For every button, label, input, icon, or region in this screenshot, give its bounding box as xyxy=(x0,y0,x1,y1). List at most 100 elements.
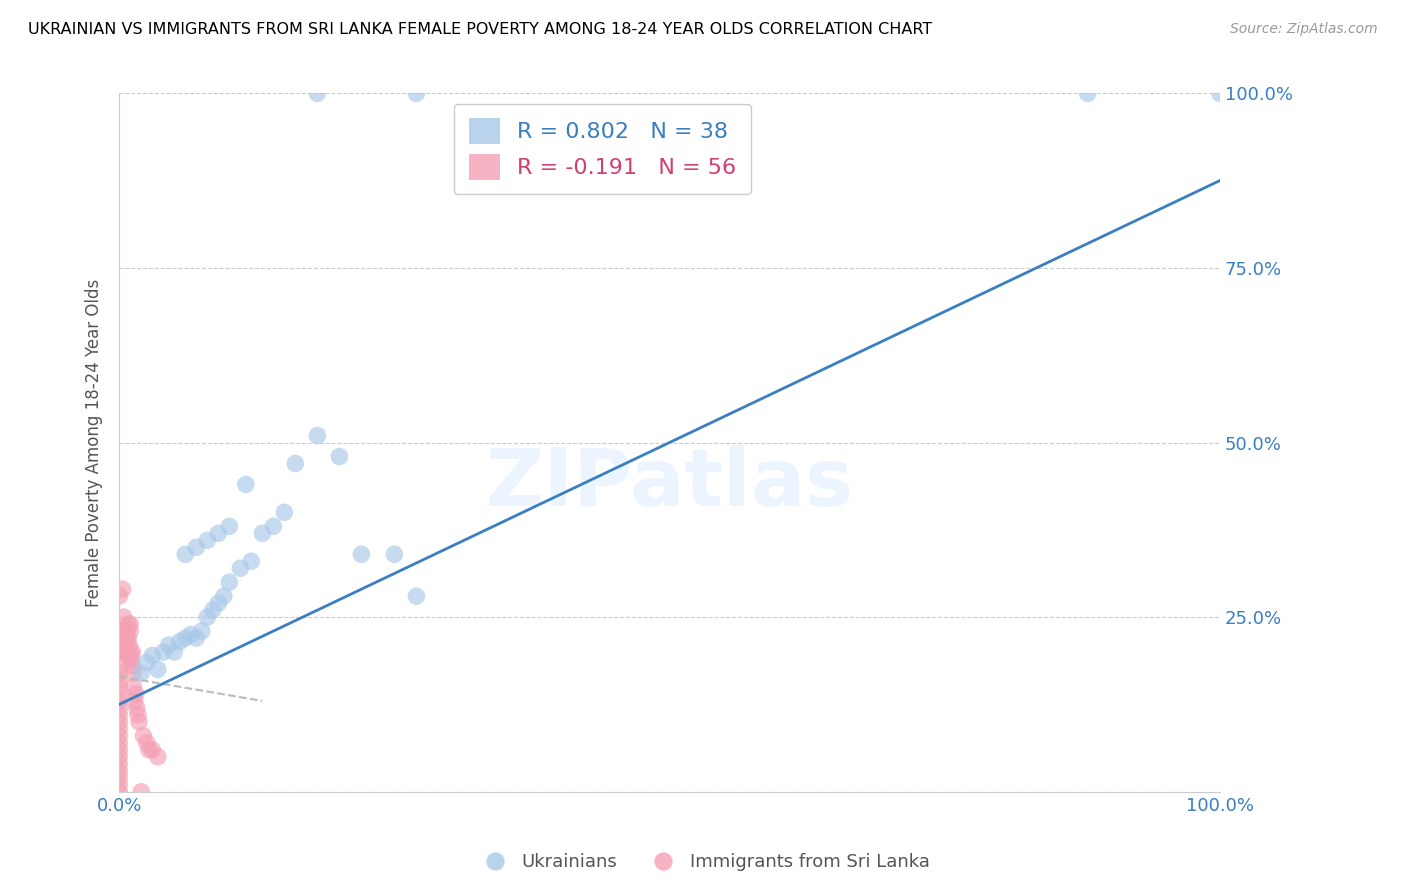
Point xyxy=(121,645,143,659)
Point xyxy=(108,764,131,778)
Point xyxy=(118,638,141,652)
Point xyxy=(350,547,373,561)
Point xyxy=(191,624,214,638)
Point xyxy=(117,631,139,645)
Point xyxy=(152,645,174,659)
Point xyxy=(108,589,131,603)
Point xyxy=(129,665,152,680)
Point xyxy=(108,701,131,715)
Point xyxy=(146,749,169,764)
Point xyxy=(112,645,135,659)
Text: UKRAINIAN VS IMMIGRANTS FROM SRI LANKA FEMALE POVERTY AMONG 18-24 YEAR OLDS CORR: UKRAINIAN VS IMMIGRANTS FROM SRI LANKA F… xyxy=(28,22,932,37)
Point xyxy=(307,87,329,101)
Point xyxy=(207,526,229,541)
Point xyxy=(384,547,406,561)
Point xyxy=(174,631,197,645)
Point xyxy=(108,729,131,743)
Point xyxy=(195,533,218,548)
Point xyxy=(124,694,146,708)
Point xyxy=(108,680,131,694)
Point xyxy=(128,714,150,729)
Point xyxy=(262,519,284,533)
Point xyxy=(108,714,131,729)
Point xyxy=(273,505,295,519)
Legend: Ukrainians, Immigrants from Sri Lanka: Ukrainians, Immigrants from Sri Lanka xyxy=(470,847,936,879)
Point xyxy=(115,638,138,652)
Point xyxy=(252,526,274,541)
Point xyxy=(127,707,149,722)
Point xyxy=(229,561,252,575)
Point xyxy=(135,656,157,670)
Point xyxy=(120,617,142,632)
Point xyxy=(328,450,350,464)
Point xyxy=(108,707,131,722)
Point xyxy=(108,778,131,792)
Point xyxy=(114,624,136,638)
Point xyxy=(108,743,131,757)
Point xyxy=(125,701,148,715)
Point xyxy=(108,722,131,736)
Point xyxy=(405,589,427,603)
Text: Source: ZipAtlas.com: Source: ZipAtlas.com xyxy=(1230,22,1378,37)
Point xyxy=(108,785,131,799)
Point xyxy=(186,631,208,645)
Point xyxy=(212,589,235,603)
Point xyxy=(114,645,136,659)
Y-axis label: Female Poverty Among 18-24 Year Olds: Female Poverty Among 18-24 Year Olds xyxy=(86,278,103,607)
Point xyxy=(235,477,257,491)
Point xyxy=(218,575,240,590)
Point xyxy=(108,749,131,764)
Point xyxy=(112,610,135,624)
Point xyxy=(146,663,169,677)
Point xyxy=(207,596,229,610)
Point xyxy=(118,652,141,666)
Point xyxy=(115,624,138,638)
Point xyxy=(108,687,131,701)
Point xyxy=(120,652,142,666)
Point xyxy=(108,673,131,687)
Point xyxy=(405,87,427,101)
Text: ZIPatlas: ZIPatlas xyxy=(485,445,853,524)
Point xyxy=(121,659,143,673)
Point xyxy=(122,680,145,694)
Point xyxy=(141,648,163,663)
Point xyxy=(111,631,134,645)
Point xyxy=(120,624,142,638)
Point xyxy=(114,638,136,652)
Point xyxy=(115,624,138,638)
Point xyxy=(129,785,152,799)
Point xyxy=(108,771,131,785)
Point xyxy=(307,428,329,442)
Point xyxy=(117,617,139,632)
Point xyxy=(125,687,148,701)
Point xyxy=(169,634,191,648)
Point xyxy=(1077,87,1099,101)
Point xyxy=(201,603,224,617)
Point xyxy=(132,729,155,743)
Point xyxy=(115,645,138,659)
Point xyxy=(157,638,180,652)
Point xyxy=(163,645,186,659)
Point xyxy=(186,541,208,555)
Point xyxy=(284,457,307,471)
Point xyxy=(108,736,131,750)
Point xyxy=(180,627,202,641)
Point xyxy=(108,659,131,673)
Point xyxy=(1209,87,1232,101)
Point xyxy=(108,665,131,680)
Point xyxy=(218,519,240,533)
Point xyxy=(108,756,131,771)
Point xyxy=(141,743,163,757)
Point xyxy=(135,736,157,750)
Point xyxy=(108,694,131,708)
Point xyxy=(120,645,142,659)
Legend: R = 0.802   N = 38, R = -0.191   N = 56: R = 0.802 N = 38, R = -0.191 N = 56 xyxy=(454,103,751,194)
Point xyxy=(138,743,160,757)
Point xyxy=(240,554,263,568)
Point xyxy=(122,665,145,680)
Point xyxy=(111,582,134,597)
Point xyxy=(174,547,197,561)
Point xyxy=(111,638,134,652)
Point xyxy=(195,610,218,624)
Point xyxy=(115,631,138,645)
